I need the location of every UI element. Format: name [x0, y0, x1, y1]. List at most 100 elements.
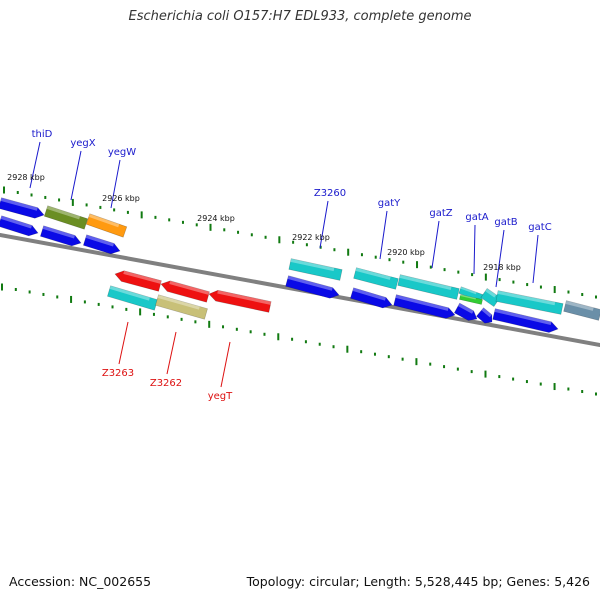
inner-tick [152, 312, 155, 316]
gene-label-gatA: gatA [465, 212, 488, 223]
gene-label-thiD: thiD [32, 129, 53, 140]
accession-text: Accession: NC_002655 [9, 574, 152, 589]
inner-tick [235, 327, 238, 331]
gene-label-Z3263: Z3263 [102, 368, 134, 379]
outer-tick [58, 198, 61, 202]
gene-label-gatB: gatB [494, 217, 517, 228]
gatC-feature [495, 290, 564, 315]
outer-tick [168, 218, 171, 222]
outer-tick [429, 265, 432, 269]
inner-tick [56, 295, 59, 299]
leader-line [70, 150, 82, 201]
outer-tick [457, 270, 460, 274]
genome-summary-text: Topology: circular; Length: 5,528,445 bp… [246, 574, 590, 589]
inner-tick [263, 332, 266, 336]
inner-tick [387, 355, 390, 359]
inner-tick [125, 307, 128, 311]
gene-labels: thiD yegX yegW Z3260 gatY gatZ gatA gatB gatC Z32… [32, 129, 552, 402]
outer-tick [30, 193, 33, 197]
inner-tick [318, 342, 321, 346]
outer-tick [581, 293, 584, 297]
outer-tick [595, 295, 597, 299]
scale-label: 2924 kbp [197, 214, 235, 223]
leader-line [110, 159, 121, 209]
Z3260-feature [288, 258, 343, 281]
outer-tick [44, 195, 47, 199]
inner-tick [525, 380, 528, 384]
leader-line [29, 141, 41, 189]
leader-line [379, 210, 388, 260]
inner-tick [595, 392, 597, 396]
inner-tick [332, 345, 335, 349]
gene-label-gatC: gatC [528, 222, 551, 233]
outer-tick [99, 205, 102, 209]
outer-tick [223, 228, 226, 232]
Z3263-cds [114, 270, 162, 292]
outer-tick [181, 220, 184, 224]
inner-tick [415, 358, 418, 366]
outer-tick [471, 273, 474, 277]
inner-tick [346, 345, 349, 353]
inner-tick [97, 302, 100, 306]
map-title: Escherichia coli O157:H7 EDL933, complet… [128, 9, 472, 24]
leader-line [431, 220, 440, 269]
cds-forward [350, 287, 393, 309]
leader-line [220, 341, 231, 388]
leader-line [319, 200, 329, 249]
outer-tick [209, 223, 212, 231]
inner-tick [194, 320, 197, 324]
gene-label-gatZ: gatZ [429, 208, 452, 219]
outer-tick [498, 278, 501, 282]
inner-tick [581, 390, 584, 394]
outer-tick [539, 285, 542, 289]
inner-tick-ring [1, 283, 597, 396]
inner-tick [567, 387, 570, 391]
right-edge-feature [563, 300, 600, 321]
inner-tick [373, 352, 376, 356]
cds-forward [82, 234, 121, 255]
gene-label-Z3260: Z3260 [314, 188, 346, 199]
inner-tick [14, 287, 17, 291]
Z3262-feature [155, 294, 208, 320]
scale-label: 2918 kbp [483, 263, 521, 272]
outer-tick [512, 280, 515, 284]
inner-tick [1, 283, 3, 291]
gatA-feature-b [459, 294, 483, 305]
outer-tick [416, 261, 419, 269]
cds-forward [40, 225, 82, 247]
cds-forward [285, 275, 340, 299]
outer-tick [443, 268, 446, 272]
inner-tick [70, 295, 73, 303]
Z3262-cds [160, 280, 210, 303]
outer-tick [388, 258, 391, 262]
outer-tick [278, 236, 281, 244]
leader-line [118, 321, 129, 365]
outer-tick [319, 245, 322, 249]
cds-forward [0, 215, 39, 237]
inner-tick [470, 370, 473, 374]
inner-tick [553, 383, 556, 391]
inner-tick [498, 375, 501, 379]
inner-tick [456, 367, 459, 371]
leader-line [532, 234, 539, 284]
outer-tick [333, 248, 336, 252]
feature-track [0, 197, 600, 333]
yegX-feature [43, 205, 89, 230]
outer-tick [195, 223, 198, 227]
inner-tick [291, 337, 294, 341]
inner-tick [166, 315, 169, 319]
scale-label: 2926 kbp [102, 194, 140, 203]
inner-tick [139, 308, 142, 316]
outer-tick [553, 286, 556, 294]
inner-tick [208, 320, 211, 328]
inner-tick [28, 290, 31, 294]
gene-label-yegW: yegW [108, 147, 136, 158]
inner-tick [539, 382, 542, 386]
scale-label: 2922 kbp [292, 233, 330, 242]
scale-label: 2928 kbp [7, 173, 45, 182]
scale-label: 2920 kbp [387, 248, 425, 257]
inner-tick [277, 333, 280, 341]
outer-tick [154, 215, 157, 219]
gene-label-yegX: yegX [70, 138, 95, 149]
outer-tick [250, 233, 253, 237]
